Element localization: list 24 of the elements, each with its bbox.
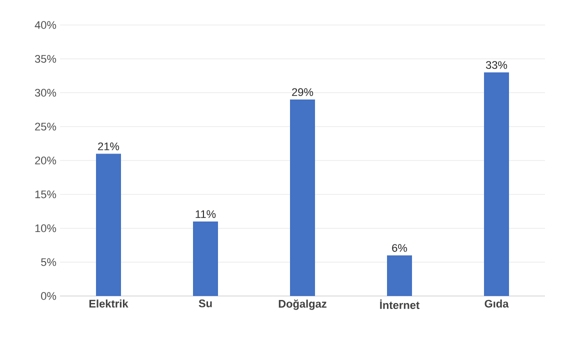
data-label: 6% xyxy=(392,244,408,252)
bar xyxy=(96,154,121,296)
y-tick-label: 5% xyxy=(41,258,56,266)
x-tick-label: Elektrik xyxy=(89,300,128,308)
bar xyxy=(193,221,218,296)
y-tick-label: 40% xyxy=(34,21,56,29)
y-tick-label: 10% xyxy=(35,224,56,232)
data-label: 21% xyxy=(98,142,120,150)
data-label: 33% xyxy=(486,61,508,69)
bar xyxy=(290,100,316,296)
y-tick-label: 15% xyxy=(35,190,56,198)
x-tick-label: İnternet xyxy=(380,300,420,310)
bar xyxy=(484,72,510,296)
y-tick-label: 20% xyxy=(35,156,56,164)
bar xyxy=(387,255,412,296)
y-tick-label: 0% xyxy=(41,292,56,300)
y-tick-label: 25% xyxy=(35,122,56,131)
x-tick-label: Gıda xyxy=(484,300,509,308)
data-label: 11% xyxy=(196,210,216,218)
y-tick-label: 35% xyxy=(34,55,56,63)
data-label: 29% xyxy=(292,88,314,96)
x-tick-label: Doğalgaz xyxy=(278,300,326,310)
y-tick-label: 30% xyxy=(34,88,56,97)
x-tick-label: Su xyxy=(198,300,212,308)
